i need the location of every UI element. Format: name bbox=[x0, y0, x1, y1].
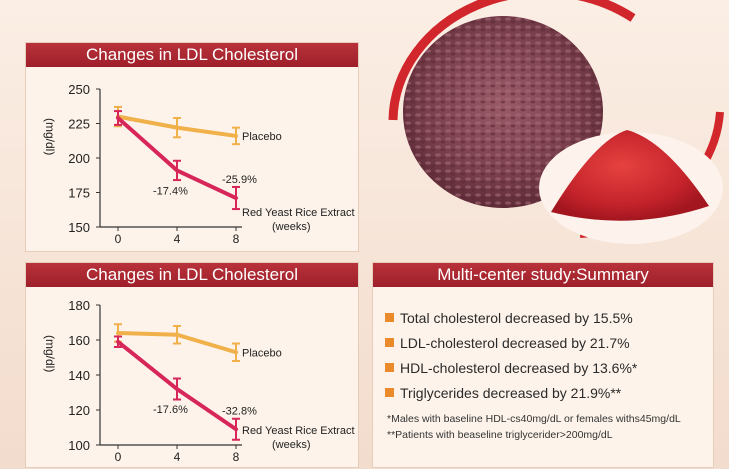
red-powder-image bbox=[539, 130, 723, 244]
ldl-chart-2: 100 120 140 160 180 0 4 8 (mg/dl) (weeks) Placebo R… bbox=[43, 298, 355, 464]
y-tick-label: 150 bbox=[68, 220, 90, 235]
x-tick-label: 8 bbox=[233, 450, 240, 464]
summary-item: Total cholesterol decreased by 15.5% bbox=[385, 305, 705, 330]
series-label-extract: Red Yeast Rice Extract bbox=[242, 425, 355, 437]
percent-change-label: -17.4% bbox=[153, 185, 188, 197]
summary-notes: *Males with baseline HDL-cs40mg/dL or fe… bbox=[387, 411, 681, 443]
summary-item-text: LDL-cholesterol decreased by 21.7% bbox=[400, 334, 630, 351]
bullet-square-icon bbox=[385, 338, 394, 347]
y-tick-label: 120 bbox=[68, 403, 90, 418]
bullet-square-icon bbox=[385, 363, 394, 372]
x-axis-label: (weeks) bbox=[272, 221, 311, 233]
series-label-placebo: Placebo bbox=[242, 347, 282, 359]
y-tick-label: 180 bbox=[68, 298, 90, 313]
summary-item: Triglycerides decreased by 21.9%** bbox=[385, 380, 705, 405]
y-tick-label: 250 bbox=[68, 82, 90, 97]
bullet-square-icon bbox=[385, 313, 394, 322]
footnote: **Patients with beaseline triglycerider>… bbox=[387, 429, 613, 441]
y-tick-label: 160 bbox=[68, 333, 90, 348]
bullet-square-icon bbox=[385, 388, 394, 397]
x-tick-label: 4 bbox=[174, 232, 181, 246]
y-tick-label: 175 bbox=[68, 186, 90, 201]
summary-item-text: Triglycerides decreased by 21.9%** bbox=[400, 384, 622, 401]
y-tick-label: 200 bbox=[68, 151, 90, 166]
chart-1-title: Changes in LDL Cholesterol bbox=[26, 43, 358, 67]
x-tick-label: 8 bbox=[233, 232, 240, 246]
y-tick-label: 225 bbox=[68, 117, 90, 132]
summary-item: LDL-cholesterol decreased by 21.7% bbox=[385, 330, 705, 355]
summary-item-text: Total cholesterol decreased by 15.5% bbox=[400, 309, 633, 326]
summary-title: Multi-center study:Summary bbox=[373, 263, 713, 287]
series-label-extract: Red Yeast Rice Extract bbox=[242, 207, 355, 219]
y-tick-label: 100 bbox=[68, 438, 90, 453]
percent-change-label: -32.8% bbox=[222, 405, 257, 417]
series-label-placebo: Placebo bbox=[242, 131, 282, 143]
ldl-chart-1: 150 175 200 225 250 0 4 8 (mg/dl) (weeks) Placebo R… bbox=[43, 82, 355, 246]
summary-panel: Multi-center study:Summary Total cholest… bbox=[372, 262, 714, 468]
red-yeast-rice-illustration bbox=[388, 0, 724, 244]
summary-list: Total cholesterol decreased by 15.5% LDL… bbox=[385, 305, 705, 405]
percent-change-label: -17.6% bbox=[153, 404, 188, 416]
ldl-chart-panel-1: Changes in LDL Cholesterol 150 175 200 225 2… bbox=[25, 42, 359, 252]
x-tick-label: 4 bbox=[174, 450, 181, 464]
x-axis-label: (weeks) bbox=[272, 439, 311, 451]
summary-item-text: HDL-cholesterol decreased by 13.6%* bbox=[400, 359, 638, 376]
x-tick-label: 0 bbox=[115, 450, 122, 464]
summary-item: HDL-cholesterol decreased by 13.6%* bbox=[385, 355, 705, 380]
red-arc-decoration bbox=[388, 0, 636, 121]
footnote: *Males with baseline HDL-cs40mg/dL or fe… bbox=[387, 413, 681, 425]
x-tick-label: 0 bbox=[115, 232, 122, 246]
y-axis-label: (mg/dl) bbox=[43, 335, 57, 372]
y-axis-label: (mg/dl) bbox=[43, 118, 57, 155]
percent-change-label: -25.9% bbox=[222, 174, 257, 186]
y-tick-label: 140 bbox=[68, 368, 90, 383]
ldl-chart-panel-2: Changes in LDL Cholesterol 100 120 140 160 1… bbox=[25, 262, 359, 468]
chart-2-title: Changes in LDL Cholesterol bbox=[26, 263, 358, 287]
